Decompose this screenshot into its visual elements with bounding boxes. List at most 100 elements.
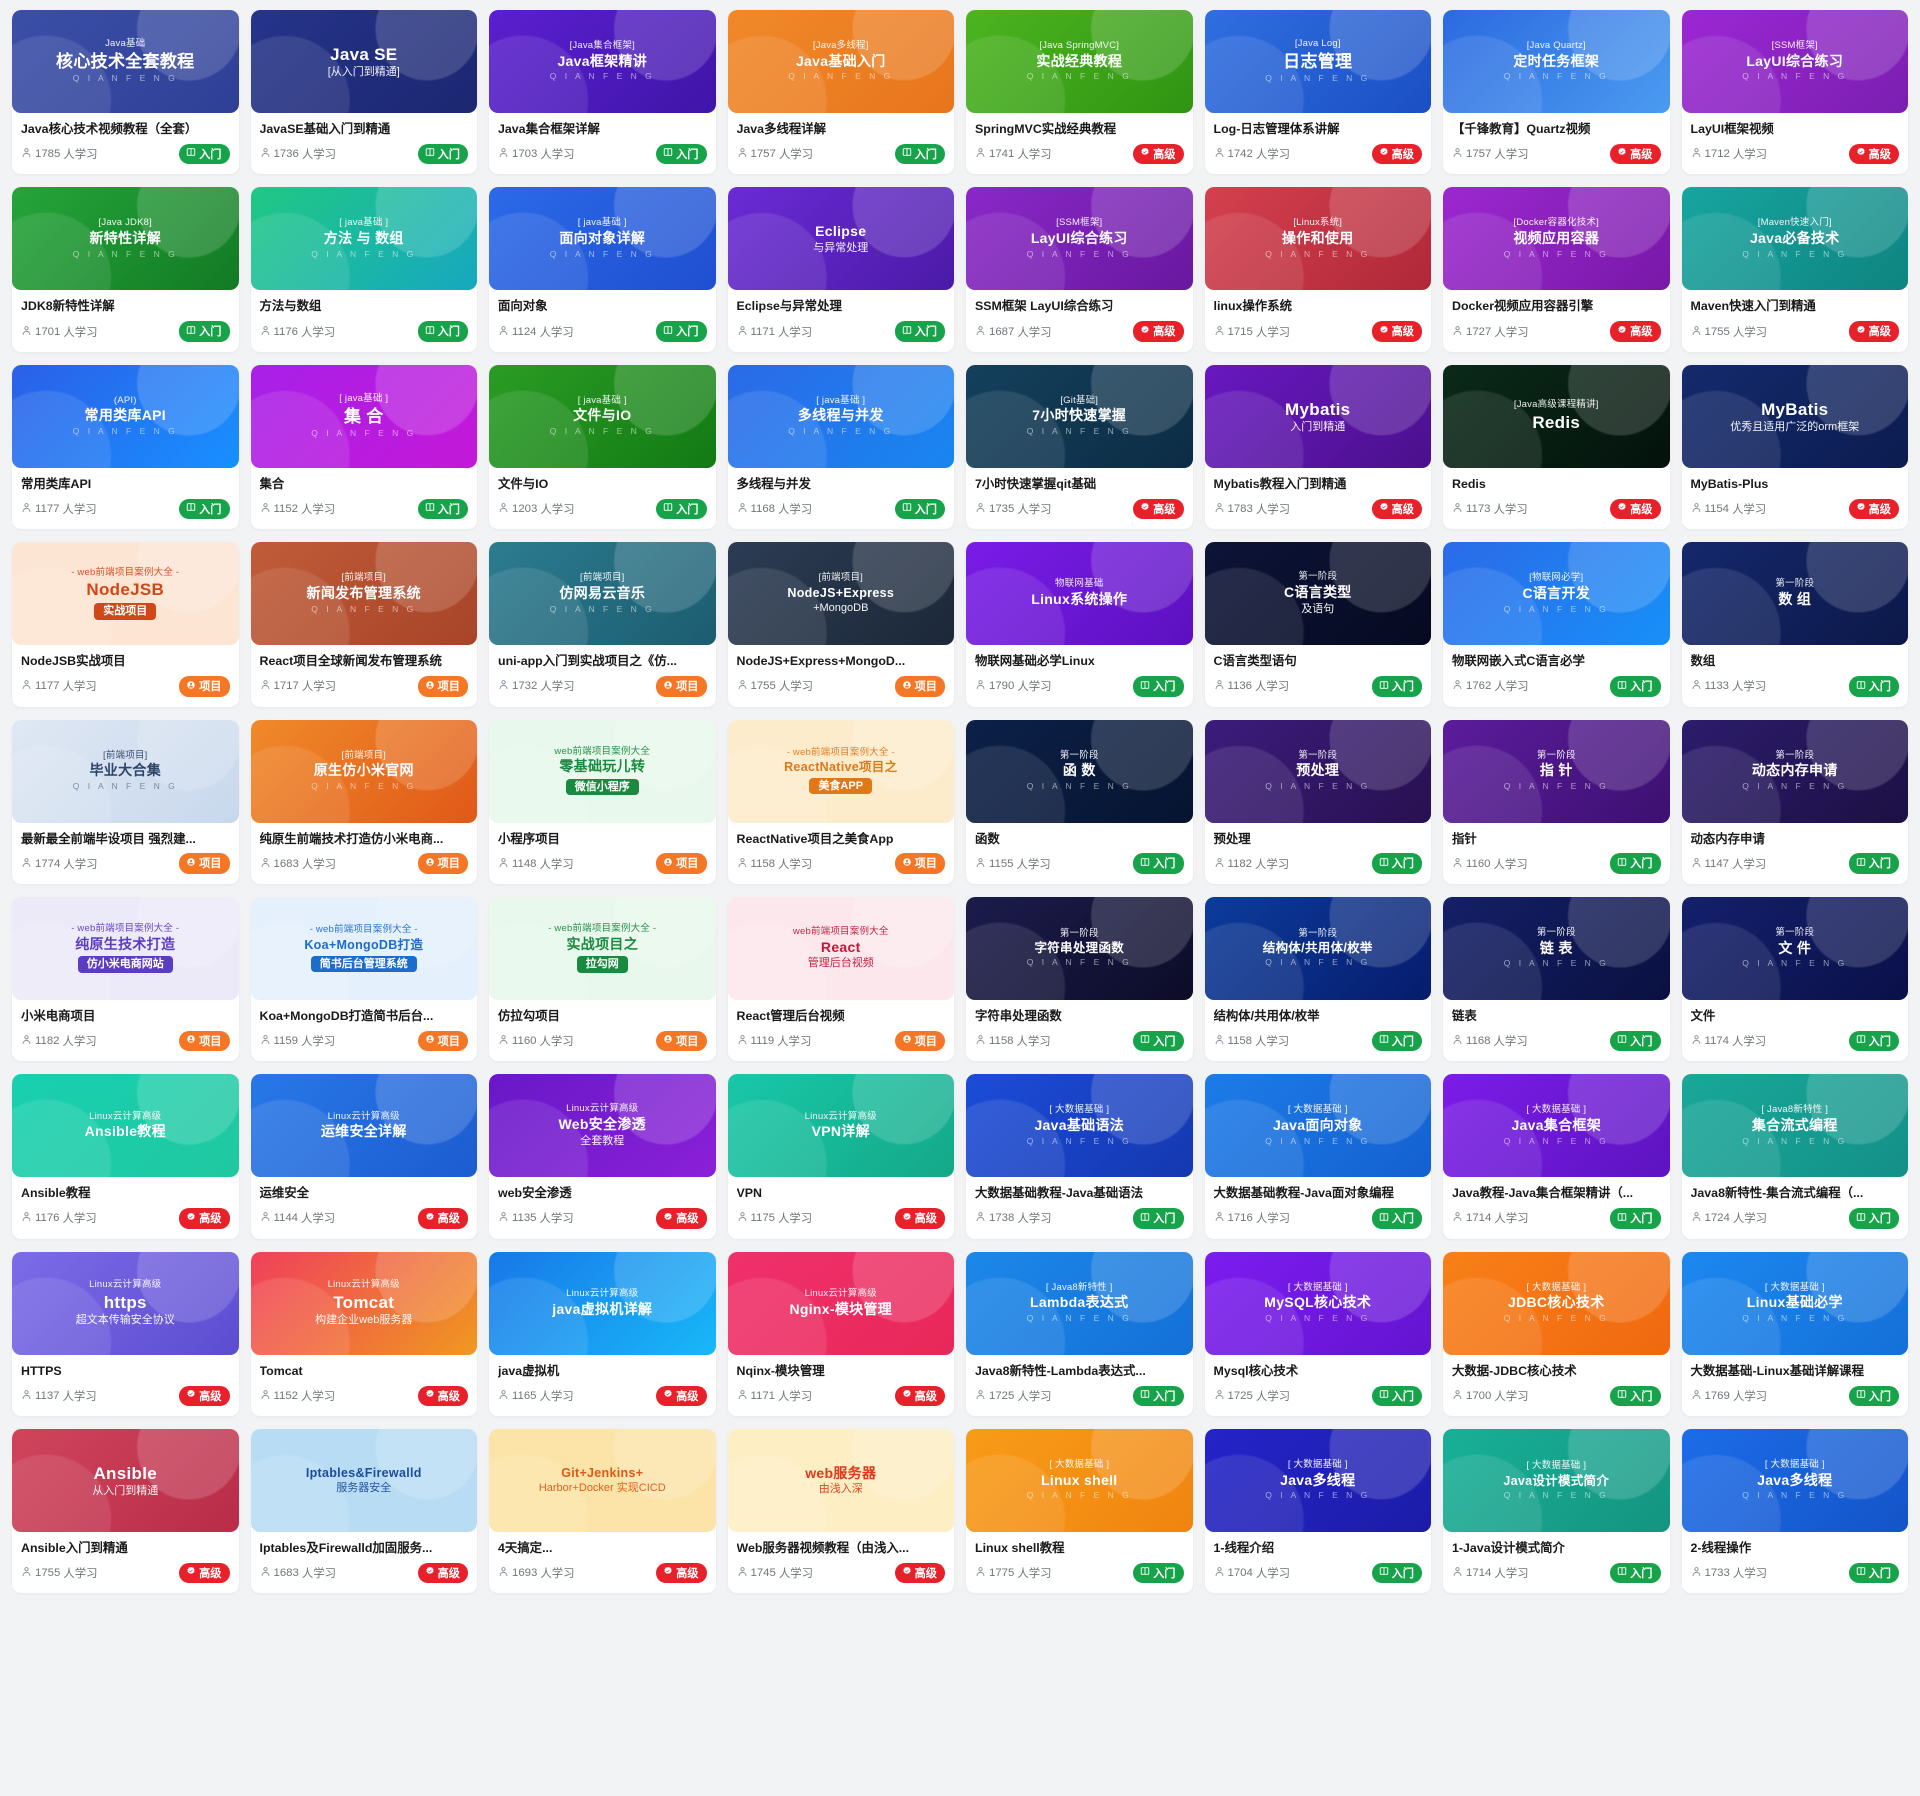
course-card[interactable]: 第一阶段数 组数组 1133 人学习 入门 (1681, 542, 1908, 707)
level-badge[interactable]: 入门 (1610, 1385, 1661, 1406)
course-card[interactable]: Linux云计算高级 Ansible教程 Ansible教程 1176 人学习 高级 (12, 1074, 239, 1239)
course-card[interactable]: [SSM框架] LayUI综合练习 Q I A N F E N G SSM框架 Lay… (966, 187, 1193, 352)
course-thumbnail[interactable]: - web前端项目案例大全 - 纯原生技术打造 仿小米电商网站 (12, 896, 239, 1000)
course-title[interactable]: 文件 (1690, 1008, 1716, 1023)
course-card[interactable]: [前端项目] 毕业大合集 Q I A N F E N G 最新最全前端毕设项目 强烈建… (12, 719, 239, 884)
course-title[interactable]: Java8新特性-Lambda表达式... (975, 1363, 1146, 1378)
course-title[interactable]: 物联网嵌入式C语言必学 (1452, 654, 1585, 669)
course-title[interactable]: Mysql核心技术 (1213, 1363, 1299, 1378)
level-badge[interactable]: 高级 (1848, 143, 1899, 165)
course-title[interactable]: Log-日志管理体系讲解 (1213, 122, 1340, 136)
course-title[interactable]: Maven快速入门到精通 (1690, 299, 1816, 314)
course-thumbnail[interactable]: [Java SpringMVC] 实战经典教程 Q I A N F E N G (966, 10, 1193, 113)
level-badge[interactable]: 入门 (656, 143, 707, 165)
course-card[interactable]: [Linux系统] 操作和使用 Q I A N F E N G linux操作系统 17… (1204, 187, 1431, 352)
level-badge[interactable]: 入门 (1610, 1030, 1661, 1052)
level-badge[interactable]: 入门 (656, 498, 707, 520)
course-title[interactable]: 面向对象 (498, 299, 548, 314)
course-thumbnail[interactable]: Linux云计算高级 Ansible教程 (12, 1074, 239, 1178)
course-card[interactable]: Ansible 从入门到精通 Ansible入门到精通 1755 人学习 高级 (12, 1429, 239, 1594)
level-badge[interactable]: 项目 (417, 1030, 468, 1052)
course-card[interactable]: 第一阶段 C语言类型 及语句 C语言类型语句 1136 人学习 入门 (1204, 542, 1431, 707)
course-thumbnail[interactable]: - web前端项目案例大全 - NodeJSB 实战项目 (12, 542, 239, 646)
course-title[interactable]: Java核心技术视频教程（全套） (21, 122, 198, 136)
level-badge[interactable]: 入门 (1133, 1030, 1184, 1052)
course-card[interactable]: [ Java8新特性 ] Lambda表达式 Q I A N F E N G Java… (966, 1251, 1193, 1416)
course-title[interactable]: C语言类型语句 (1213, 654, 1297, 669)
course-title[interactable]: 2-线程操作 (1690, 1541, 1752, 1555)
course-card[interactable]: web服务器 由浅入深 Web服务器视频教程（由浅入... 1745 人学习 高级 (727, 1429, 954, 1594)
level-badge[interactable]: 入门 (1848, 676, 1899, 697)
course-title[interactable]: JDK8新特性详解 (21, 299, 115, 314)
level-badge[interactable]: 入门 (417, 143, 468, 165)
course-title[interactable]: Ansible入门到精通 (21, 1541, 128, 1555)
course-thumbnail[interactable]: [ 大数据基础 ] Java设计模式简介 Q I A N F E N G (1443, 1429, 1670, 1532)
course-title[interactable]: 大数据基础-Linux基础详解课程 (1690, 1363, 1864, 1378)
course-title[interactable]: React管理后台视频 (736, 1008, 845, 1023)
course-thumbnail[interactable]: [ Java8新特性 ] 集合流式编程 Q I A N F E N G (1681, 1074, 1908, 1178)
level-badge[interactable]: 项目 (656, 676, 707, 697)
course-card[interactable]: [Java高级课程精讲] Redis Redis 1173 人学习 高级 (1443, 364, 1670, 530)
course-thumbnail[interactable]: [ 大数据基础 ] Java集合框架 Q I A N F E N G (1443, 1074, 1670, 1178)
course-card[interactable]: Linux云计算高级 VPN详解 VPN 1175 人学习 高级 (727, 1074, 954, 1239)
course-thumbnail[interactable]: [Java JDK8] 新特性详解 Q I A N F E N G (12, 187, 239, 291)
course-title[interactable]: SSM框架 LayUI综合练习 (975, 299, 1114, 314)
course-card[interactable]: [ 大数据基础 ] Java基础语法 Q I A N F E N G 大数据基础教程-… (966, 1074, 1193, 1239)
course-card[interactable]: Mybatis 入门到精通 Mybatis教程入门到精通 1783 人学习 高级 (1204, 364, 1431, 530)
level-badge[interactable]: 高级 (417, 1562, 468, 1584)
course-title[interactable]: 4天搞定... (498, 1541, 553, 1555)
level-badge[interactable]: 项目 (894, 676, 945, 697)
course-title[interactable]: MyBatis-Plus (1690, 476, 1769, 491)
course-card[interactable]: [Docker容器化技术] 视频应用容器 Q I A N F E N G Docker… (1443, 187, 1670, 352)
level-badge[interactable]: 高级 (656, 1562, 707, 1584)
course-card[interactable]: Linux云计算高级 java虚拟机详解 java虚拟机 1165 人学习 高级 (489, 1251, 716, 1416)
course-card[interactable]: Iptables&Firewalld 服务器安全 Iptables及Firewall… (250, 1429, 477, 1594)
course-card[interactable]: Java SE [从入门到精通] JavaSE基础入门到精通 1736 人学习 入门 (250, 10, 477, 175)
level-badge[interactable]: 入门 (894, 143, 945, 165)
course-thumbnail[interactable]: [ 大数据基础 ] Java基础语法 Q I A N F E N G (966, 1074, 1193, 1178)
course-title[interactable]: JavaSE基础入门到精通 (259, 122, 391, 136)
course-card[interactable]: Eclipse 与异常处理 Eclipse与异常处理 1171 人学习 入门 (727, 187, 954, 352)
level-badge[interactable]: 入门 (1848, 1208, 1899, 1229)
level-badge[interactable]: 入门 (1133, 1562, 1184, 1584)
course-card[interactable]: - web前端项目案例大全 - NodeJSB 实战项目 NodeJSB实战项目 117… (12, 542, 239, 707)
course-title[interactable]: NodeJS+Express+MongoD... (736, 654, 906, 669)
course-title[interactable]: Linux shell教程 (975, 1541, 1065, 1555)
course-card[interactable]: Linux云计算高级 https 超文本传输安全协议 HTTPS 1137 人学习 高级 (12, 1251, 239, 1416)
course-title[interactable]: 小米电商项目 (21, 1008, 96, 1023)
level-badge[interactable]: 入门 (1371, 853, 1422, 874)
course-title[interactable]: 1-Java设计模式简介 (1452, 1541, 1565, 1555)
course-card[interactable]: [Maven快速入门] Java必备技术 Q I A N F E N G Maven快… (1681, 187, 1908, 352)
course-thumbnail[interactable]: Java基础 核心技术全套教程 Q I A N F E N G (12, 10, 239, 113)
course-title[interactable]: 7小时快速掌握qit基础 (975, 476, 1097, 491)
course-thumbnail[interactable]: Linux云计算高级 运维安全详解 (250, 1074, 477, 1178)
level-badge[interactable]: 项目 (179, 853, 230, 874)
course-title[interactable]: VPN (736, 1186, 762, 1201)
course-thumbnail[interactable]: [前端项目] 仿网易云音乐 Q I A N F E N G (489, 542, 716, 646)
level-badge[interactable]: 入门 (417, 498, 468, 520)
course-thumbnail[interactable]: [ 大数据基础 ] MySQL核心技术 Q I A N F E N G (1204, 1251, 1431, 1355)
course-thumbnail[interactable]: - web前端项目案例大全 - Koa+MongoDB打造 简书后台管理系统 (250, 896, 477, 1000)
course-title[interactable]: 物联网基础必学Linux (975, 654, 1095, 669)
course-title[interactable]: web安全渗透 (498, 1186, 572, 1201)
course-thumbnail[interactable]: Linux云计算高级 Web安全渗透 全套教程 (489, 1074, 716, 1178)
course-thumbnail[interactable]: Linux云计算高级 https 超文本传输安全协议 (12, 1251, 239, 1355)
course-card[interactable]: [ java基础 ] 方法 与 数组 Q I A N F E N G 方法与数组 117… (250, 187, 477, 352)
course-thumbnail[interactable]: [Java Log] 日志管理 Q I A N F E N G (1204, 10, 1431, 113)
course-thumbnail[interactable]: Java SE [从入门到精通] (250, 10, 477, 113)
course-thumbnail[interactable]: web前端项目案例大全 React 管理后台视频 (727, 896, 954, 1000)
course-thumbnail[interactable]: Linux云计算高级 Tomcat 构建企业web服务器 (250, 1251, 477, 1355)
course-card[interactable]: [Java Log] 日志管理 Q I A N F E N G Log-日志管理体系讲… (1204, 10, 1431, 175)
course-card[interactable]: Git+Jenkins+ Harbor+Docker 实现CICD 4天搞定... 1… (489, 1429, 716, 1594)
level-badge[interactable]: 高级 (417, 1208, 468, 1229)
level-badge[interactable]: 高级 (1371, 143, 1422, 165)
course-title[interactable]: SpringMVC实战经典教程 (975, 122, 1117, 136)
course-card[interactable]: [Java Quartz] 定时任务框架 Q I A N F E N G 【千锋教育】… (1443, 10, 1670, 175)
level-badge[interactable]: 入门 (1610, 1208, 1661, 1229)
course-title[interactable]: 方法与数组 (259, 299, 322, 314)
course-thumbnail[interactable]: 第一阶段 字符串处理函数 Q I A N F E N G (966, 896, 1193, 1000)
course-thumbnail[interactable]: - web前端项目案例大全 - 实战项目之 拉勾网 (489, 896, 716, 1000)
